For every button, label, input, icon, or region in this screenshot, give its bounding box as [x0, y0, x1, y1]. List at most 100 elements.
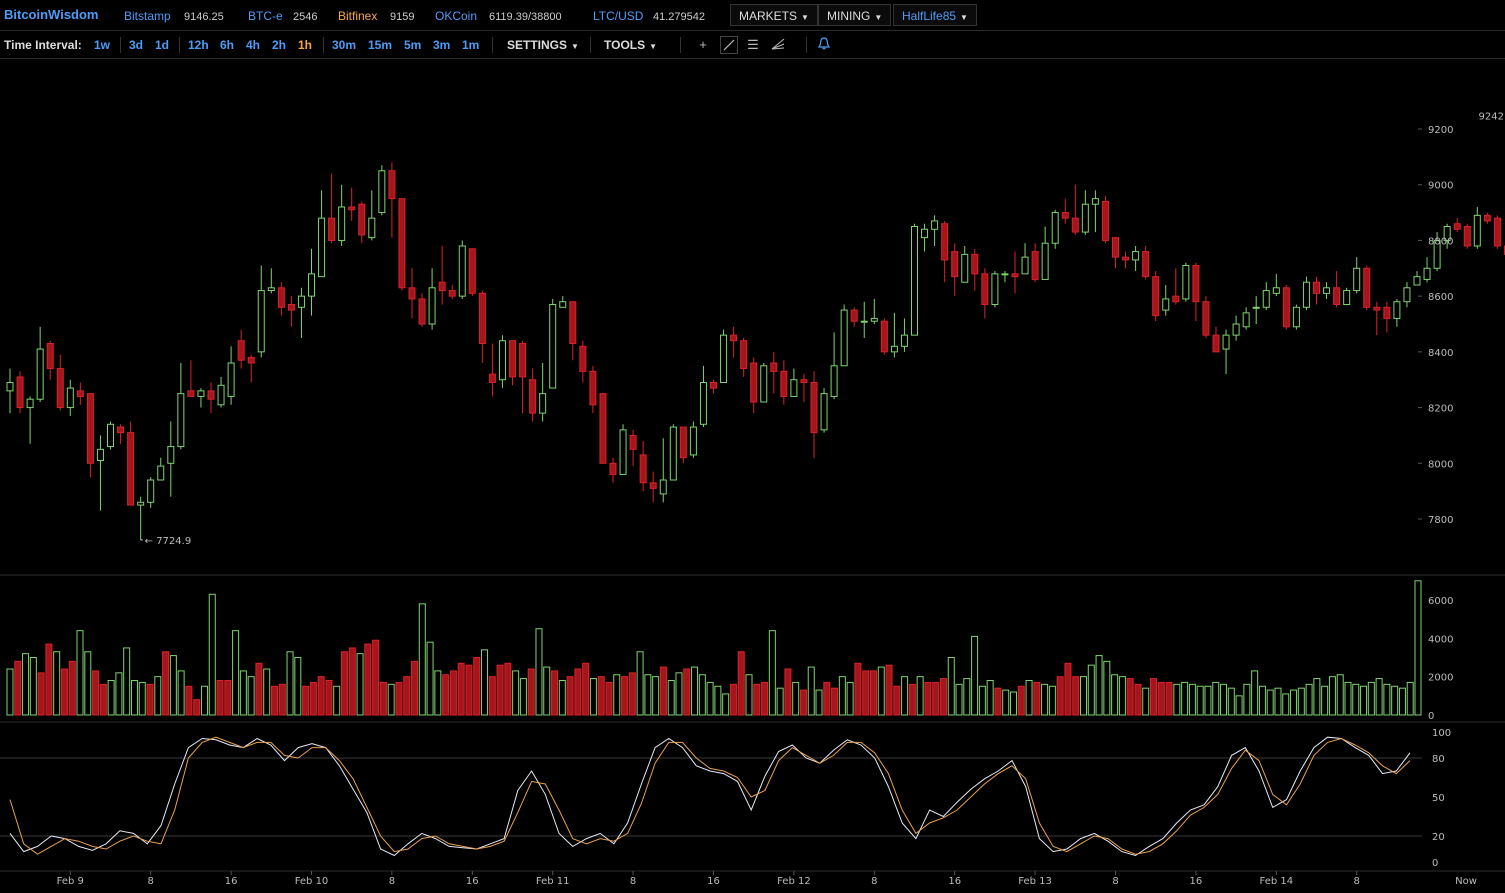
candle-body — [961, 253, 969, 283]
volume-bar — [621, 676, 629, 716]
top-bar: BitcoinWisdom Bitstamp 9146.25 BTC-e 254… — [0, 0, 1505, 31]
markets-menu-label: MARKETS — [739, 9, 798, 23]
volume-bar — [877, 666, 885, 716]
candle-body — [1142, 251, 1150, 278]
ticker-okcoin-value: 6119.39/38800 — [489, 11, 562, 23]
user-menu[interactable]: HalfLife85 ▼ — [893, 4, 977, 26]
mining-menu[interactable]: MINING ▼ — [818, 4, 892, 26]
stoch-tick-label: 50 — [1432, 793, 1445, 804]
trendline-icon[interactable] — [720, 36, 738, 54]
fan-icon[interactable] — [769, 36, 787, 54]
candle-body — [137, 501, 145, 506]
candle-body — [941, 223, 949, 261]
ticker-btce-name[interactable]: BTC-e — [248, 9, 283, 23]
time-axis-label: Feb 14 — [1259, 876, 1293, 887]
alert-bell-icon[interactable] — [815, 36, 833, 54]
volume-bar — [1367, 681, 1375, 716]
candle-body — [1122, 256, 1130, 261]
ticker-okcoin-name[interactable]: OKCoin — [435, 9, 478, 23]
volume-bar — [92, 670, 100, 716]
volume-bar — [333, 685, 341, 716]
candle-body — [478, 292, 486, 345]
volume-bars — [6, 580, 1422, 716]
volume-bar — [395, 681, 403, 716]
candle-body — [56, 368, 64, 409]
ticker-ltcusd-name[interactable]: LTC/USD — [593, 9, 644, 23]
volume-bar — [947, 657, 955, 716]
interval-1h[interactable]: 1h — [298, 38, 313, 52]
candle-body — [569, 301, 577, 344]
divider — [323, 37, 324, 53]
volume-bar — [628, 672, 636, 716]
settings-menu[interactable]: SETTINGS ▼ — [507, 39, 579, 53]
volume-bar — [481, 649, 489, 716]
volume-bar — [411, 660, 419, 716]
candle-body — [177, 393, 185, 448]
interval-1w[interactable]: 1w — [94, 38, 111, 52]
stoch-line-1 — [9, 736, 1411, 855]
candle-body — [147, 479, 155, 503]
ticker-bitfinex-value: 9159 — [390, 11, 415, 23]
interval-3d[interactable]: 3d — [129, 38, 144, 52]
interval-1d[interactable]: 1d — [155, 38, 170, 52]
candle-body — [911, 226, 918, 336]
volume-bar — [1328, 676, 1336, 716]
interval-5m[interactable]: 5m — [404, 38, 422, 52]
candle-body — [1333, 287, 1341, 306]
volume-bar — [776, 687, 784, 716]
interval-12h[interactable]: 12h — [188, 38, 209, 52]
markets-menu[interactable]: MARKETS ▼ — [730, 4, 818, 26]
volume-bar — [1414, 580, 1422, 716]
volume-bar — [1220, 683, 1228, 716]
volume-bar — [869, 670, 877, 716]
mining-menu-label: MINING — [827, 9, 871, 23]
volume-bar — [978, 685, 986, 716]
interval-2h[interactable]: 2h — [272, 38, 287, 52]
volume-bar — [1391, 685, 1399, 716]
volume-bar — [302, 685, 310, 716]
candle-body — [1101, 200, 1109, 241]
ticker-btce-value: 2546 — [293, 11, 318, 23]
volume-bar — [1126, 678, 1134, 716]
candle-body — [1071, 217, 1079, 233]
interval-6h[interactable]: 6h — [220, 38, 235, 52]
volume-bar — [138, 681, 146, 716]
brand-logo[interactable]: BitcoinWisdom — [4, 7, 99, 22]
volume-bar — [1243, 683, 1251, 716]
volume-bar — [543, 666, 551, 716]
volume-bar — [955, 683, 963, 716]
ticker-bitfinex-name[interactable]: Bitfinex — [338, 9, 378, 23]
chart-canvas[interactable]: 7800800082008400860088009000920002000400… — [0, 59, 1505, 893]
candle-body — [840, 309, 848, 367]
volume-bar — [294, 657, 302, 716]
horizontal-lines-icon[interactable]: ☰ — [747, 37, 759, 52]
interval-30m[interactable]: 30m — [332, 38, 357, 52]
interval-15m[interactable]: 15m — [368, 38, 393, 52]
volume-bar — [831, 687, 839, 716]
time-axis-label: Now — [1455, 876, 1477, 887]
volume-bar — [994, 687, 1002, 716]
candle-body — [438, 281, 446, 292]
candle-body — [549, 304, 557, 389]
candle-body — [1383, 306, 1391, 319]
chevron-down-icon: ▼ — [649, 42, 658, 51]
interval-1m[interactable]: 1m — [462, 38, 480, 52]
volume-bar — [60, 668, 68, 716]
candle-body — [96, 448, 104, 462]
candle-body — [287, 304, 295, 311]
volume-bar — [216, 680, 224, 716]
candle-body — [6, 382, 14, 392]
ticker-bitstamp-name[interactable]: Bitstamp — [124, 9, 171, 23]
candle-body — [639, 454, 647, 484]
tools-menu[interactable]: TOOLS ▼ — [604, 39, 657, 53]
interval-3m[interactable]: 3m — [433, 38, 451, 52]
candle-body — [981, 273, 989, 306]
divider — [179, 37, 180, 53]
candle-body — [1463, 226, 1471, 247]
candle-body — [1393, 301, 1401, 319]
crosshair-icon[interactable]: + — [699, 37, 707, 52]
volume-bar — [908, 683, 916, 716]
candle-body — [1061, 212, 1069, 219]
interval-4h[interactable]: 4h — [246, 38, 261, 52]
volume-bar — [232, 630, 240, 716]
